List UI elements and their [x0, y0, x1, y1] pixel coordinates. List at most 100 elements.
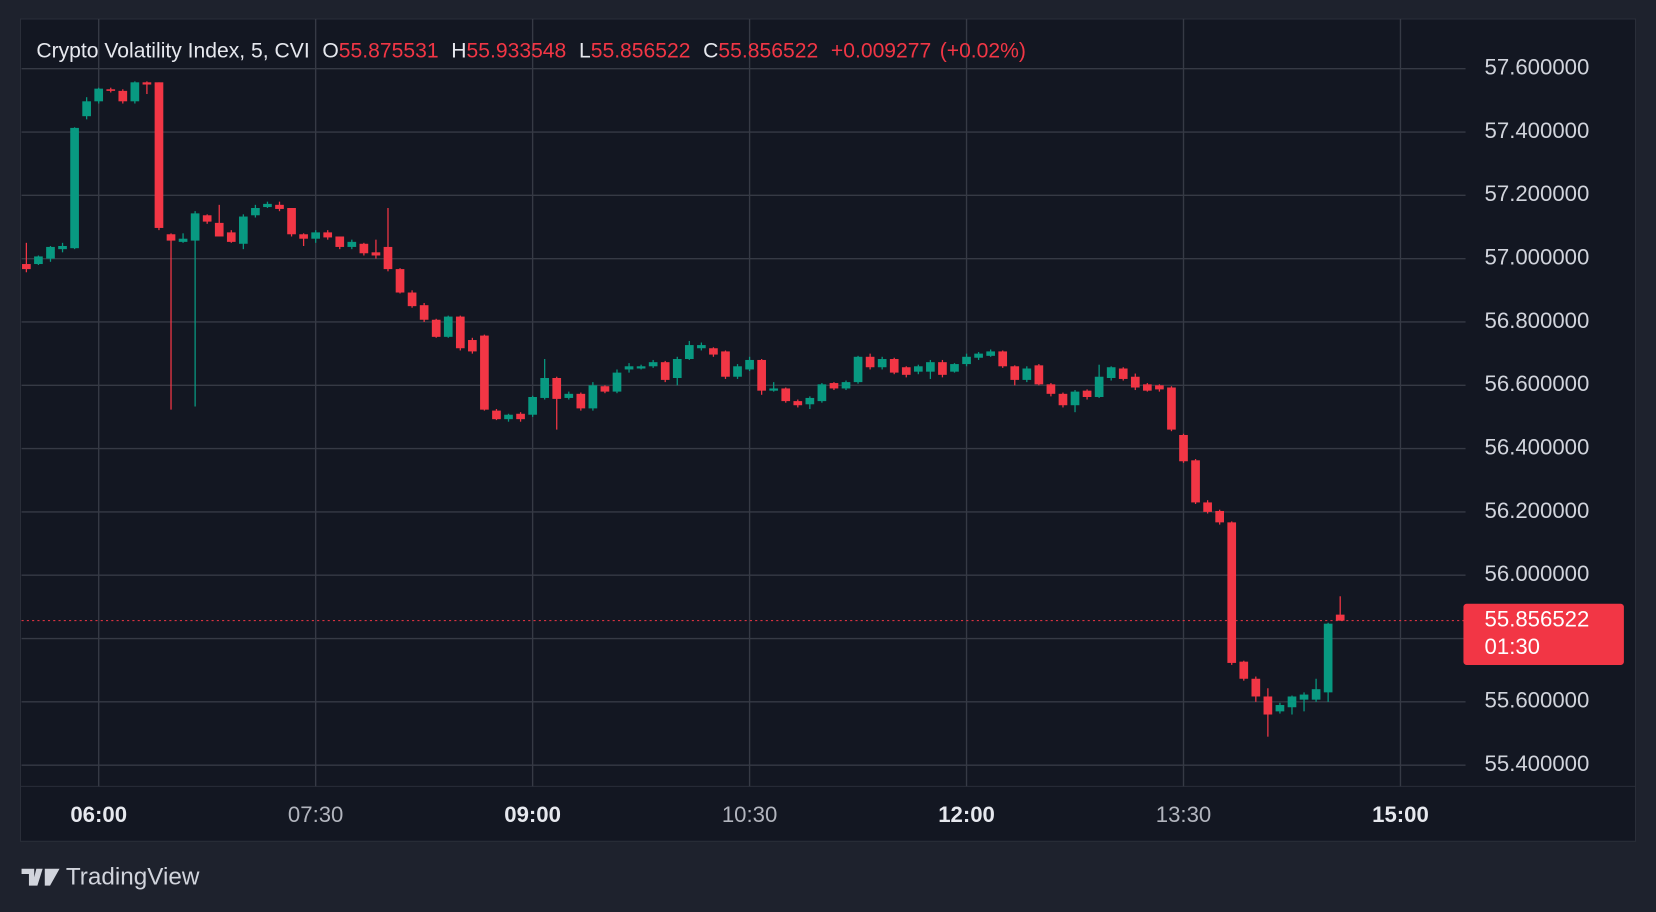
candle-body: [540, 378, 550, 398]
legend-field: 55.933548: [467, 39, 567, 62]
y-tick-label: 57.000000: [1485, 245, 1590, 270]
y-tick-label: 56.200000: [1485, 498, 1590, 523]
candle-body: [938, 362, 947, 375]
candle-body: [1323, 623, 1333, 693]
candle-body: [1275, 705, 1285, 712]
candle-body: [600, 386, 610, 392]
candle-body: [817, 384, 827, 402]
candle-body: [612, 372, 622, 392]
candle-body: [865, 356, 875, 368]
candle-body: [1130, 376, 1140, 388]
candle-body: [1251, 678, 1261, 697]
candle-body: [1058, 393, 1068, 406]
candle-body: [745, 359, 754, 370]
candle-body: [94, 88, 104, 102]
candle-body: [371, 252, 381, 256]
candle-body: [636, 366, 646, 369]
last-price-label: 55.856522: [1485, 607, 1590, 632]
y-tick-label: 55.400000: [1485, 751, 1590, 776]
candle-body: [347, 241, 357, 247]
candle-body: [395, 269, 405, 293]
candle-body: [359, 243, 369, 254]
candle-body: [1167, 387, 1176, 430]
candle-body: [588, 385, 598, 409]
legend-field: (+0.02%): [940, 39, 1026, 62]
candle-body: [624, 366, 634, 370]
candle-body: [504, 414, 513, 420]
candle-body: [407, 292, 417, 307]
legend-field: 55.856522: [718, 39, 818, 62]
candle-body: [190, 213, 200, 241]
candle-body: [660, 362, 670, 380]
candle-body: [950, 364, 959, 372]
candle-body: [1299, 694, 1309, 700]
x-tick-label: 10:30: [722, 802, 777, 827]
candle-body: [1046, 384, 1056, 394]
candles: [22, 81, 1345, 737]
candle-body: [829, 383, 839, 389]
candle-body: [299, 234, 308, 239]
candle-body: [251, 207, 260, 216]
candle-body: [323, 232, 333, 238]
candle-body: [468, 340, 477, 352]
legend-field: L: [579, 39, 591, 62]
y-tick-label: 55.600000: [1485, 688, 1590, 713]
x-tick-label: 06:00: [70, 802, 127, 827]
candle-body: [1215, 510, 1225, 523]
last-price-box: [1463, 603, 1624, 665]
candle-body: [1287, 696, 1297, 708]
candle-body: [263, 203, 272, 208]
candle-body: [226, 232, 236, 242]
candle-body: [238, 216, 248, 244]
candle-body: [46, 246, 55, 259]
candle-body: [287, 207, 296, 235]
legend-header: Crypto Volatility Index, 5, CVI O55.87553…: [36, 39, 1026, 62]
candle-body: [805, 397, 815, 405]
countdown-label: 01:30: [1485, 634, 1540, 659]
candle-body: [1239, 661, 1249, 679]
candle-body: [1311, 689, 1321, 700]
y-tick-label: 57.200000: [1485, 181, 1590, 206]
legend-field: 55.875531: [339, 39, 439, 62]
legend-field: +0.009277: [831, 39, 931, 62]
candle-body: [383, 246, 393, 270]
candle-body: [516, 413, 525, 420]
candle-body: [913, 366, 923, 372]
candle-body: [311, 232, 320, 239]
y-tick-label: 57.600000: [1485, 55, 1590, 80]
candle-body: [431, 319, 441, 337]
candle-body: [82, 101, 91, 117]
candle-body: [166, 234, 176, 241]
candle-body: [564, 393, 574, 398]
candle-body: [769, 388, 779, 391]
legend-field: 55.856522: [591, 39, 691, 62]
candle-body: [178, 238, 188, 242]
candle-body: [998, 351, 1008, 367]
candle-body: [1022, 368, 1032, 380]
candle-body: [419, 305, 429, 320]
candle-body: [1263, 696, 1273, 715]
candle-body: [1143, 384, 1152, 391]
candle-body: [455, 316, 465, 349]
candle-body: [335, 236, 345, 247]
candle-body: [118, 90, 128, 102]
candle-body: [648, 362, 658, 367]
candle-body: [721, 351, 730, 377]
grid: [21, 19, 1466, 787]
x-tick-label: 12:00: [938, 802, 995, 827]
candle-body: [154, 82, 164, 228]
x-tick-label: 07:30: [288, 802, 343, 827]
candle-body: [142, 82, 152, 85]
candle-body: [1335, 614, 1345, 621]
brand-name: TradingView: [66, 864, 200, 891]
legend-field: H: [451, 39, 466, 62]
legend-field: O: [322, 39, 338, 62]
candle-body: [672, 359, 682, 379]
y-tick-label: 56.800000: [1485, 308, 1590, 333]
candle-body: [962, 356, 971, 365]
candle-body: [214, 222, 224, 237]
candle-body: [1203, 502, 1212, 512]
candle-body: [733, 366, 742, 377]
